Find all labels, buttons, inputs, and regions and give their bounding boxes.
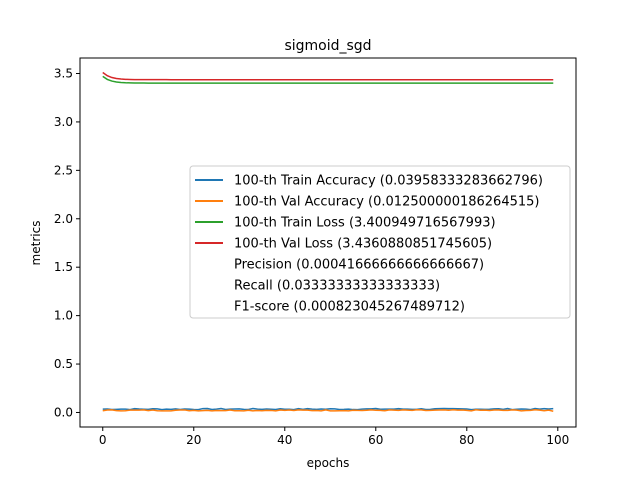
series-line-3 xyxy=(102,71,554,81)
x-ticks: 0 20 40 60 80 100 xyxy=(99,427,569,447)
series-line-0 xyxy=(102,407,554,411)
y-axis-label: metrics xyxy=(29,221,43,266)
legend-entries: 100-th Train Accuracy (0.039583332836627… xyxy=(195,174,543,315)
legend-label: 100-th Train Loss (3.400949716567993) xyxy=(234,216,496,231)
y-tick-label: 0.5 xyxy=(54,357,73,371)
x-tick-label: 100 xyxy=(546,433,569,447)
legend-label: 100-th Train Accuracy (0.039583332836627… xyxy=(234,174,543,189)
x-axis-label: epochs xyxy=(307,456,350,470)
series-line-1 xyxy=(102,409,554,412)
legend-label: Precision (0.00041666666666666667) xyxy=(234,258,484,273)
x-tick-label: 40 xyxy=(277,433,292,447)
x-tick-label: 60 xyxy=(368,433,383,447)
legend-label: 100-th Val Loss (3.4360880851745605) xyxy=(234,237,492,252)
chart-title: sigmoid_sgd xyxy=(284,38,371,54)
plot-lines xyxy=(102,71,554,412)
y-tick-label: 0.0 xyxy=(54,405,73,419)
y-tick-label: 2.0 xyxy=(54,212,73,226)
series-line-2 xyxy=(102,75,554,84)
y-tick-label: 1.0 xyxy=(54,309,73,323)
x-tick-label: 0 xyxy=(99,433,107,447)
legend-box xyxy=(189,165,571,319)
legend-label: F1-score (0.000823045267489712) xyxy=(234,300,465,315)
y-ticks: 0.0 0.5 1.0 1.5 2.0 2.5 3.0 3.5 xyxy=(54,66,80,419)
x-tick-label: 20 xyxy=(186,433,201,447)
y-tick-label: 3.0 xyxy=(54,115,73,129)
x-tick-label: 80 xyxy=(459,433,474,447)
legend-label: Recall (0.03333333333333333) xyxy=(234,279,440,294)
legend-label: 100-th Val Accuracy (0.01250000018626451… xyxy=(234,195,539,210)
y-tick-label: 2.5 xyxy=(54,163,73,177)
y-tick-label: 1.5 xyxy=(54,260,73,274)
legend: 100-th Train Accuracy (0.039583332836627… xyxy=(189,165,571,319)
y-tick-label: 3.5 xyxy=(54,66,73,80)
axes-frame xyxy=(79,57,577,428)
